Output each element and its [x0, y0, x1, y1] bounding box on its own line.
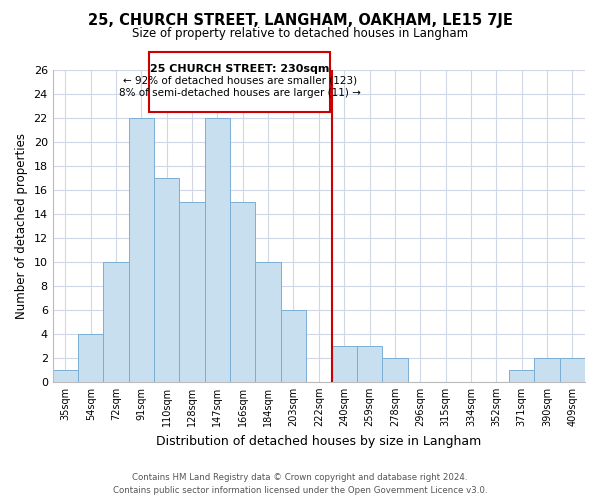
Bar	[103, 262, 129, 382]
FancyBboxPatch shape	[149, 52, 330, 112]
Bar	[256, 262, 281, 382]
Text: 25, CHURCH STREET, LANGHAM, OAKHAM, LE15 7JE: 25, CHURCH STREET, LANGHAM, OAKHAM, LE15…	[88, 12, 512, 28]
Bar	[382, 358, 407, 382]
Text: Size of property relative to detached houses in Langham: Size of property relative to detached ho…	[132, 28, 468, 40]
X-axis label: Distribution of detached houses by size in Langham: Distribution of detached houses by size …	[156, 434, 481, 448]
Bar	[53, 370, 78, 382]
Bar	[509, 370, 535, 382]
Bar	[230, 202, 256, 382]
Bar	[78, 334, 103, 382]
Bar	[154, 178, 179, 382]
Text: 8% of semi-detached houses are larger (11) →: 8% of semi-detached houses are larger (1…	[119, 88, 361, 98]
Y-axis label: Number of detached properties: Number of detached properties	[15, 133, 28, 319]
Bar	[281, 310, 306, 382]
Bar	[205, 118, 230, 382]
Bar	[129, 118, 154, 382]
Text: Contains HM Land Registry data © Crown copyright and database right 2024.
Contai: Contains HM Land Registry data © Crown c…	[113, 473, 487, 495]
Bar	[332, 346, 357, 382]
Bar	[179, 202, 205, 382]
Text: 25 CHURCH STREET: 230sqm: 25 CHURCH STREET: 230sqm	[150, 64, 329, 74]
Text: ← 92% of detached houses are smaller (123): ← 92% of detached houses are smaller (12…	[122, 76, 356, 86]
Bar	[560, 358, 585, 382]
Bar	[535, 358, 560, 382]
Bar	[357, 346, 382, 382]
